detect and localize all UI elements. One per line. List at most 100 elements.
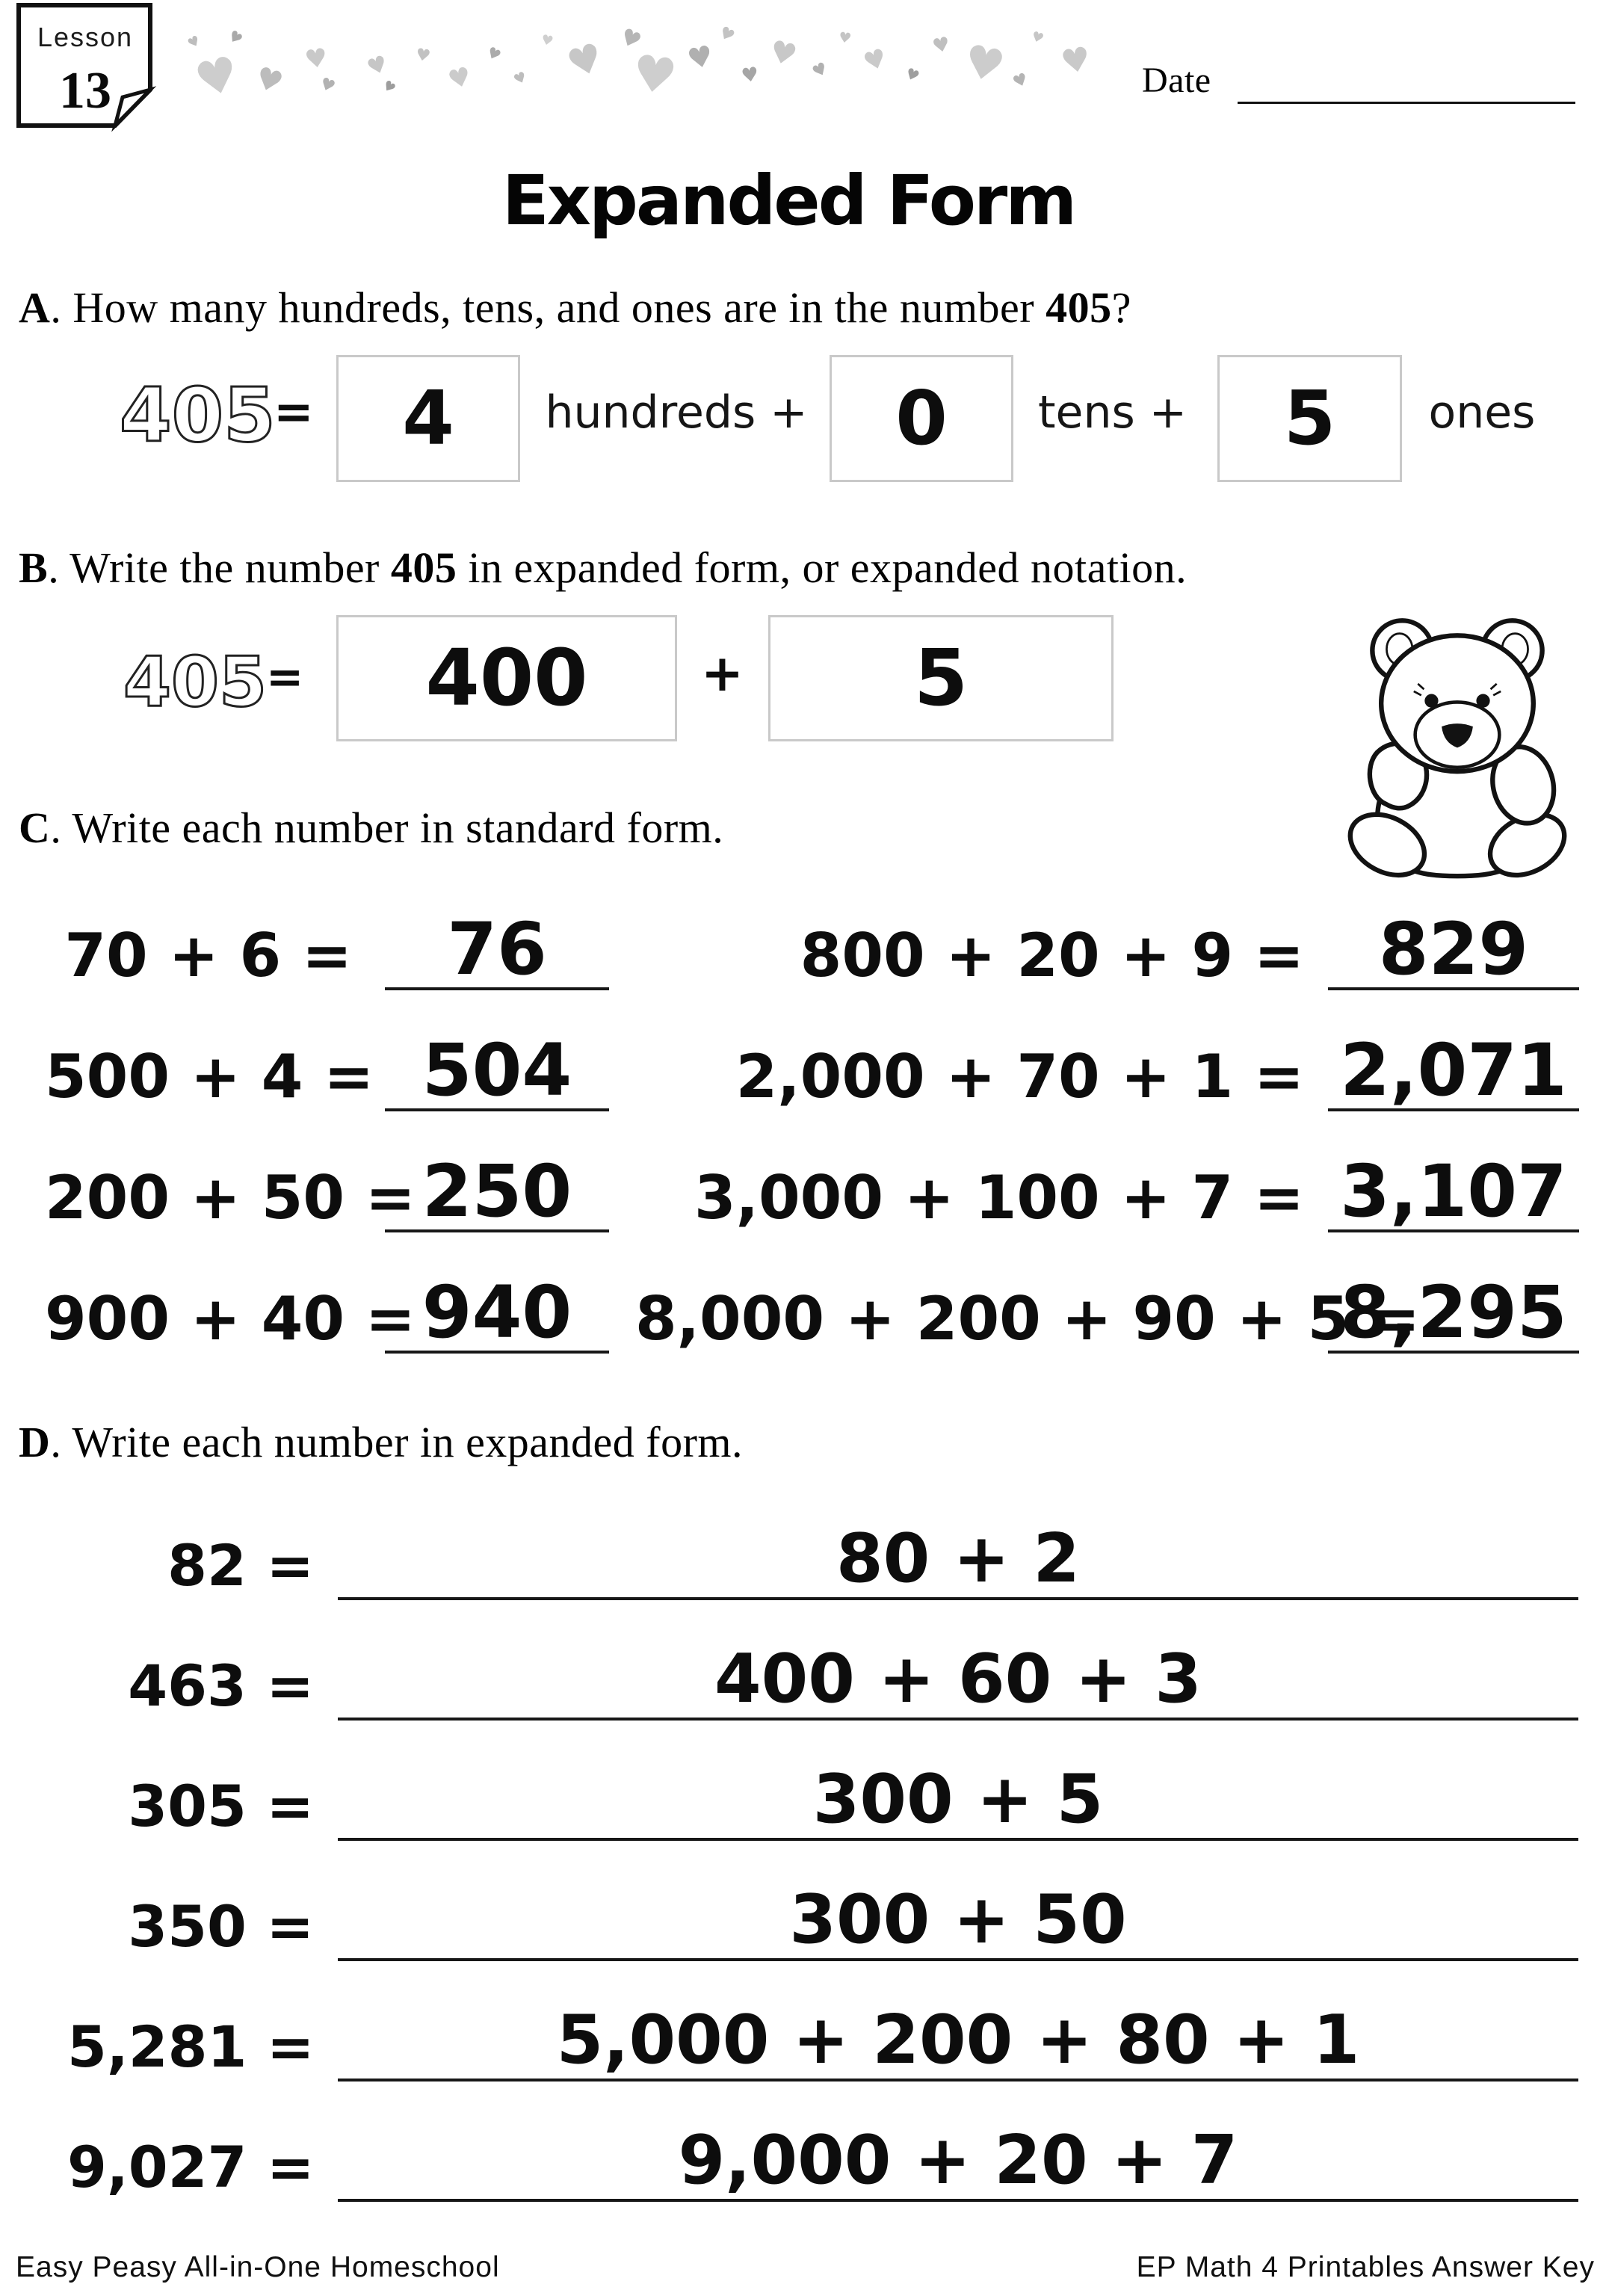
standard-form-problem-row: 3,000 + 100 + 7 = 3,107 <box>635 1149 1581 1233</box>
answer-text: 8,295 <box>1340 1271 1567 1354</box>
section-a-text: . How many hundreds, tens, and ones are … <box>50 283 1046 332</box>
answer-box-tens: 0 <box>830 355 1013 482</box>
section-c-right-column: 800 + 20 + 9 = 829 2,000 + 70 + 1 = 2,07… <box>635 912 1581 1406</box>
section-a-equation-row: 405 = 4 hundreds + 0 tens + 5 ones <box>0 355 1606 482</box>
section-c-text: . Write each number in standard form. <box>50 803 724 852</box>
section-b-text-before: . Write the number <box>48 543 391 592</box>
answer-400-value: 400 <box>425 632 588 724</box>
equation-b-equals: = <box>266 651 304 703</box>
heart-icon: ♥ <box>684 38 717 77</box>
section-d-heading: D. Write each number in expanded form. <box>19 1417 743 1467</box>
problem-text: 900 + 40 = <box>45 1284 416 1354</box>
equation-b-lhs: 405 <box>122 641 268 723</box>
heart-icon: ♥ <box>185 32 204 52</box>
answer-blank-line <box>338 1597 1578 1600</box>
answer-blank-line <box>338 1838 1578 1841</box>
heart-icon: ♥ <box>189 46 245 110</box>
standard-form-problem-row: 200 + 50 = 250 <box>45 1154 613 1232</box>
heart-icon: ♥ <box>959 34 1010 94</box>
section-a-number: 405 <box>1046 283 1112 332</box>
expanded-answer: 300 + 50 <box>789 1880 1127 1959</box>
note-fold-corner <box>111 86 157 132</box>
answer-blank-line <box>1328 987 1579 990</box>
answer-blank-line <box>385 1351 609 1354</box>
heart-icon: ♥ <box>484 43 504 65</box>
heart-icon: ♥ <box>414 45 432 67</box>
answer-text: 76 <box>447 907 547 991</box>
equation-a-lhs: 405 <box>119 371 277 460</box>
number-label: 9,027 = <box>67 2134 315 2200</box>
answer-text: 2,071 <box>1340 1028 1567 1112</box>
date-blank-line <box>1238 102 1575 104</box>
answer-box-400: 400 <box>336 615 677 741</box>
footer-left: Easy Peasy All-in-One Homeschool <box>16 2251 500 2283</box>
heart-icon: ♥ <box>561 34 609 88</box>
lesson-note: Lesson 13 <box>16 3 157 132</box>
heart-icon: ♥ <box>445 61 475 96</box>
answer-hundreds-value: 4 <box>402 374 454 462</box>
section-a-qmark: ? <box>1111 283 1131 332</box>
answer-box-5: 5 <box>768 615 1114 741</box>
standard-form-problem-row: 800 + 20 + 9 = 829 <box>635 912 1581 990</box>
section-a-heading: A. How many hundreds, tens, and ones are… <box>19 283 1131 333</box>
heart-icon: ♥ <box>930 32 953 59</box>
heart-icon: ♥ <box>740 63 761 88</box>
heart-icon: ♥ <box>250 60 288 102</box>
section-b-heading: B. Write the number 405 in expanded form… <box>19 543 1187 593</box>
problem-text: 500 + 4 = <box>45 1042 374 1111</box>
heart-icon: ♥ <box>303 43 330 75</box>
heart-icon: ♥ <box>715 22 738 47</box>
section-d-rows: 82 = 80 + 2 463 = 400 + 60 + 3 305 = 300… <box>0 1522 1606 2262</box>
answer-blank-line <box>338 1718 1578 1721</box>
standard-form-problem-row: 900 + 40 = 940 <box>45 1271 613 1354</box>
section-c-letter: C <box>19 803 51 852</box>
expanded-form-row: 5,281 = 5,000 + 200 + 80 + 1 <box>0 2004 1606 2081</box>
bear-eyelashes <box>1413 682 1501 697</box>
section-c-heading: C. Write each number in standard form. <box>19 803 723 853</box>
answer-blank-line <box>1328 1351 1579 1354</box>
section-b-number: 405 <box>390 543 457 592</box>
standard-form-problem-row: 500 + 4 = 504 <box>45 1033 613 1111</box>
label-ones: ones <box>1428 386 1536 439</box>
problem-text: 800 + 20 + 9 = <box>800 921 1304 990</box>
label-hundreds: hundreds + <box>545 386 808 439</box>
heart-icon: ♥ <box>363 50 392 82</box>
problem-text: 2,000 + 70 + 1 = <box>735 1042 1304 1111</box>
number-label: 350 = <box>128 1893 314 1960</box>
bear-face <box>1424 694 1490 748</box>
answer-blank-line <box>385 1108 609 1111</box>
answer-text: 940 <box>421 1271 572 1354</box>
heart-icon: ♥ <box>317 74 338 97</box>
heart-icon: ♥ <box>510 68 530 89</box>
answer-blank-line <box>338 2199 1578 2202</box>
expanded-answer: 80 + 2 <box>836 1519 1080 1598</box>
answer-text: 3,107 <box>1340 1149 1567 1233</box>
label-tens: tens + <box>1038 386 1187 439</box>
problem-text: 3,000 + 100 + 7 = <box>694 1163 1304 1232</box>
expanded-answer: 5,000 + 200 + 80 + 1 <box>556 2001 1360 2079</box>
number-label: 305 = <box>128 1773 314 1839</box>
expanded-form-row: 82 = 80 + 2 <box>0 1522 1606 1600</box>
expanded-form-row: 305 = 300 + 5 <box>0 1763 1606 1841</box>
heart-icon: ♥ <box>1010 70 1031 93</box>
problem-text: 70 + 6 = <box>64 921 352 990</box>
standard-form-problem-row: 2,000 + 70 + 1 = 2,071 <box>635 1028 1581 1112</box>
answer-blank-line <box>1328 1229 1579 1232</box>
section-a-letter: A <box>19 283 51 332</box>
lesson-label: Lesson <box>37 22 133 52</box>
number-label: 463 = <box>128 1652 314 1719</box>
answer-box-ones: 5 <box>1217 355 1402 482</box>
answer-blank-line <box>1328 1108 1579 1111</box>
heart-icon: ♥ <box>1057 39 1094 83</box>
expanded-answer: 300 + 5 <box>812 1760 1104 1839</box>
problem-text: 200 + 50 = <box>45 1163 416 1232</box>
expanded-form-row: 9,027 = 9,000 + 20 + 7 <box>0 2124 1606 2202</box>
answer-blank-line <box>338 2079 1578 2081</box>
answer-blank-line <box>385 1229 609 1232</box>
expanded-answer: 400 + 60 + 3 <box>714 1640 1202 1718</box>
heart-icon: ♥ <box>628 43 681 107</box>
heart-icon: ♥ <box>540 31 555 50</box>
heart-icon: ♥ <box>902 64 923 86</box>
hearts-decoration-band: ♥ ♥ ♥ ♥ ♥ ♥ ♥ ♥ ♥ ♥ ♥ ♥ ♥ ♥ ♥ ♥ ♥ ♥ ♥ ♥ ♥ ♥ ♥ ♥ ♥ ♥ ♥ ♥ ♥ <box>0 0 1606 127</box>
